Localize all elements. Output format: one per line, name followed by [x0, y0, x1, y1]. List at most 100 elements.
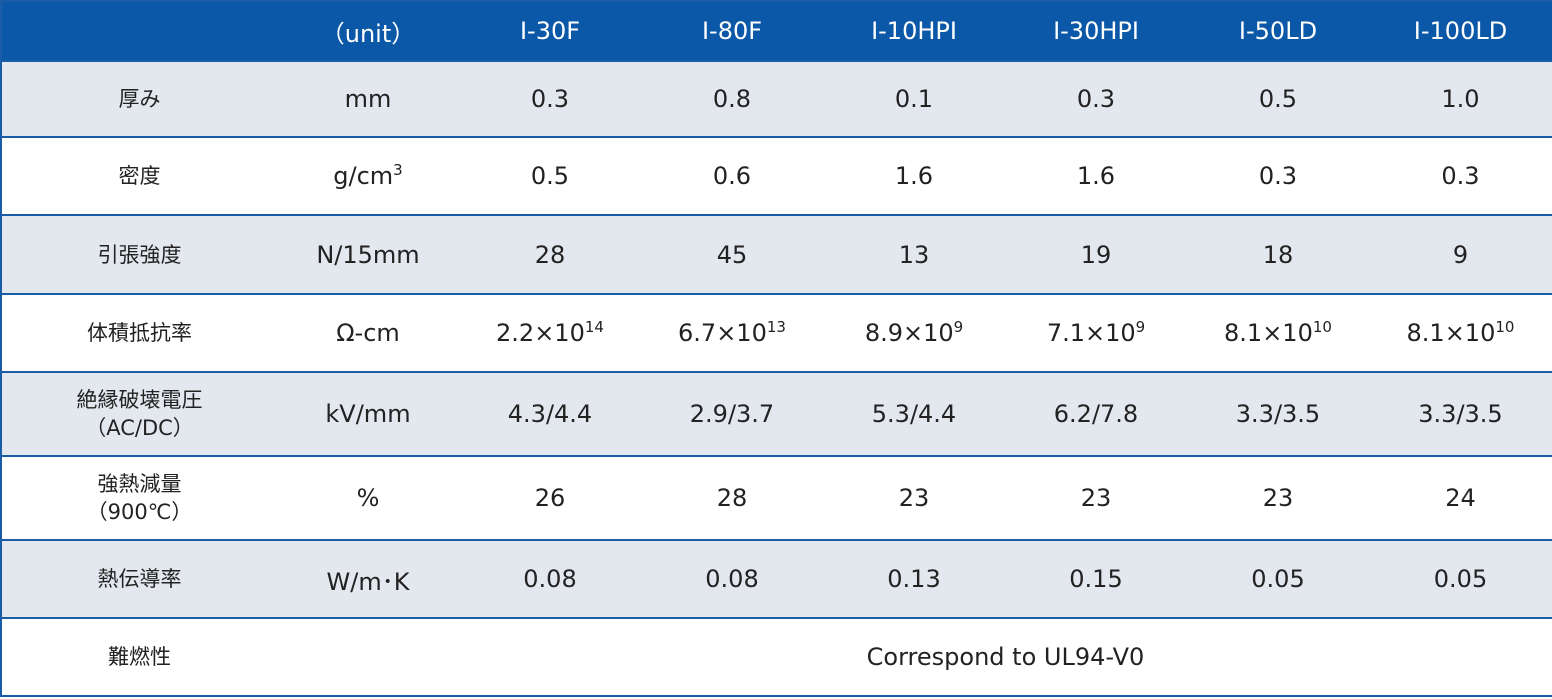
- table-row: 厚み mm 0.3 0.8 0.1 0.3 0.5 1.0: [1, 61, 1552, 138]
- cell-text: 0.08: [705, 565, 759, 593]
- value-cell: 3.3/3.5: [1187, 372, 1369, 457]
- cell-text: 8.9×10: [864, 319, 954, 347]
- value-cell: 19: [1005, 215, 1187, 295]
- value-cell: 23: [823, 456, 1005, 541]
- cell-text: 4.3/4.4: [507, 400, 593, 428]
- value-cell: 26: [459, 456, 641, 541]
- cell-text: （unit）: [320, 19, 416, 48]
- value-cell: 7.1×109: [1005, 294, 1187, 373]
- value-cell: 2.2×1014: [459, 294, 641, 373]
- value-cell: 0.6: [641, 137, 823, 216]
- value-cell: 0.08: [641, 540, 823, 619]
- cell-text: 0.08: [523, 565, 577, 593]
- value-cell: 0.08: [459, 540, 641, 619]
- value-cell: 0.3: [1005, 61, 1187, 138]
- value-cell: 23: [1005, 456, 1187, 541]
- header-cell: I-80F: [641, 1, 823, 62]
- table-body: 厚み mm 0.3 0.8 0.1 0.3 0.5 1.0 密度 g/cm3 0.5 0.6 1.6 1.…: [1, 61, 1552, 697]
- value-cell: 0.8: [641, 61, 823, 138]
- cell-text: 0.13: [887, 565, 941, 593]
- header-row: （unit） I-30F I-80F I-10HPI I-30HPI I-50LD I-10…: [1, 1, 1552, 62]
- value-cell: 0.3: [1369, 137, 1552, 216]
- note-cell: Correspond to UL94-V0: [459, 618, 1552, 697]
- cell-text: 2.2×10: [496, 319, 585, 347]
- cell-text: I-80F: [701, 17, 763, 45]
- cell-text: 密度: [118, 164, 161, 188]
- cell-text: 1.6: [894, 162, 934, 190]
- superscript: 9: [1135, 318, 1146, 336]
- cell-text: 2.9/3.7: [689, 400, 775, 428]
- value-cell: 0.3: [1187, 137, 1369, 216]
- cell-text: 0.3: [1258, 162, 1298, 190]
- value-cell: 1.0: [1369, 61, 1552, 138]
- cell-text: 0.5: [1258, 85, 1298, 113]
- cell-text: 8.1×10: [1224, 319, 1313, 347]
- cell-text: （900℃）: [86, 500, 193, 524]
- cell-text: 3.3/3.5: [1418, 400, 1503, 428]
- cell-text: mm: [344, 85, 392, 113]
- unit-cell: Ω-cm: [277, 294, 459, 373]
- row-label: 熱伝導率: [1, 540, 277, 619]
- cell-text: 24: [1445, 484, 1476, 512]
- unit-cell: g/cm3: [277, 137, 459, 216]
- value-cell: 9: [1369, 215, 1552, 295]
- cell-text: 厚み: [118, 87, 161, 111]
- superscript: 10: [1495, 318, 1515, 336]
- value-cell: 5.3/4.4: [823, 372, 1005, 457]
- table-row: 強熱減量 （900℃）% 26 28 23 23 23 24: [1, 456, 1552, 541]
- value-cell: 45: [641, 215, 823, 295]
- unit-cell: W/m･K: [277, 540, 459, 619]
- cell-text: 熱伝導率: [97, 567, 182, 591]
- table-row: 絶縁破壊電圧 （AC/DC） kV/mm 4.3/4.4 2.9/3.7 5.3/4.4 6…: [1, 372, 1552, 457]
- unit-cell: mm: [277, 61, 459, 138]
- cell-text: 13: [898, 240, 930, 269]
- cell-text: 6.2/7.8: [1053, 400, 1139, 428]
- value-cell: 24: [1369, 456, 1552, 541]
- header-cell: I-30F: [459, 1, 641, 62]
- cell-text: 0.3: [530, 85, 570, 113]
- cell-text: 0.3: [1441, 162, 1480, 190]
- cell-text: 3.3/3.5: [1235, 400, 1321, 428]
- row-label: 難燃性: [1, 618, 277, 697]
- row-label: 引張強度: [1, 215, 277, 295]
- value-cell: 13: [823, 215, 1005, 295]
- cell-text: W/m･K: [326, 567, 410, 596]
- value-cell: 8.9×109: [823, 294, 1005, 373]
- header-cell: I-10HPI: [823, 1, 1005, 62]
- value-cell: 28: [459, 215, 641, 295]
- value-cell: 0.3: [459, 61, 641, 138]
- table-row: 密度 g/cm3 0.5 0.6 1.6 1.6 0.3 0.3: [1, 137, 1552, 216]
- row-label: 厚み: [1, 61, 277, 138]
- cell-text: N/15mm: [316, 240, 420, 269]
- cell-text: 7.1×10: [1046, 319, 1136, 347]
- value-cell: 1.6: [1005, 137, 1187, 216]
- value-cell: 8.1×1010: [1187, 294, 1369, 373]
- value-cell: 0.5: [459, 137, 641, 216]
- cell-text: 23: [1080, 484, 1112, 512]
- cell-text: 0.05: [1251, 565, 1305, 593]
- cell-text: g/cm: [333, 162, 394, 190]
- header-cell: （unit）: [277, 1, 459, 62]
- cell-text: 強熱減量: [97, 472, 182, 496]
- header-cell: I-30HPI: [1005, 1, 1187, 62]
- cell-text: 絶縁破壊電圧: [76, 388, 203, 412]
- value-cell: 0.1: [823, 61, 1005, 138]
- table-row: 引張強度 N/15mm 28 45 13 19 18 9: [1, 215, 1552, 295]
- header-cell: I-50LD: [1187, 1, 1369, 62]
- cell-text: 45: [716, 240, 748, 269]
- superscript: 13: [766, 318, 786, 336]
- cell-text: %: [356, 484, 380, 512]
- row-label: 密度: [1, 137, 277, 216]
- unit-cell: [277, 618, 459, 697]
- value-cell: 0.13: [823, 540, 1005, 619]
- corner-cell: [1, 1, 277, 62]
- cell-text: 0.3: [1076, 85, 1116, 113]
- value-cell: 0.5: [1187, 61, 1369, 138]
- cell-text: I-10HPI: [871, 17, 957, 45]
- cell-text: 28: [716, 484, 748, 512]
- cell-text: 5.3/4.4: [871, 400, 957, 428]
- cell-text: 0.15: [1069, 565, 1123, 593]
- cell-text: Ω-cm: [336, 319, 400, 347]
- table-row: 難燃性 Correspond to UL94-V0: [1, 618, 1552, 697]
